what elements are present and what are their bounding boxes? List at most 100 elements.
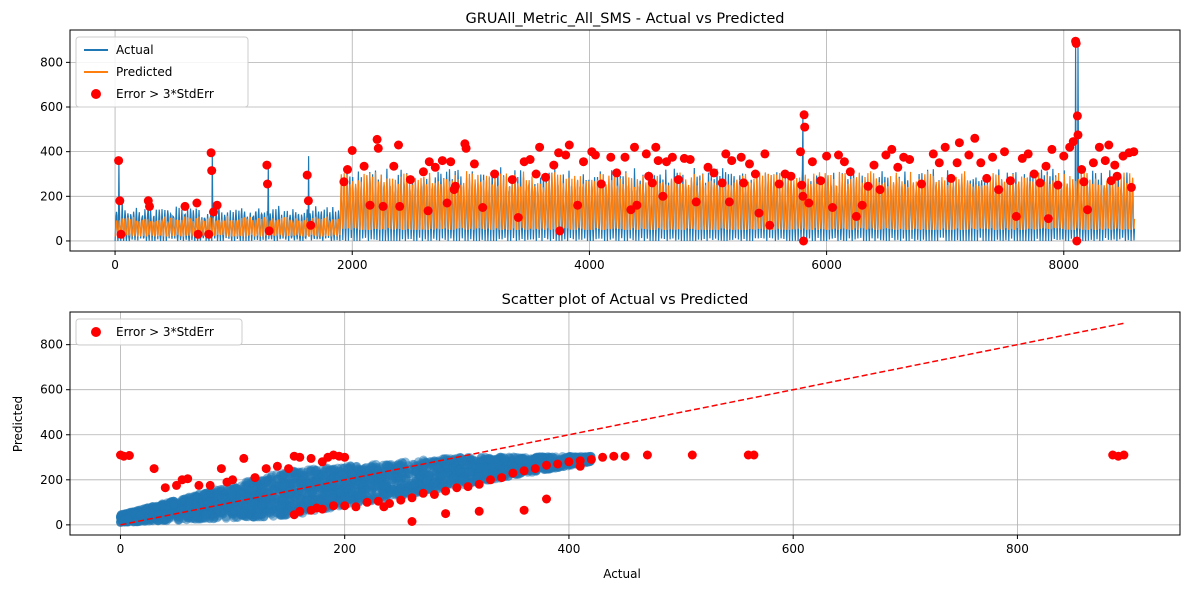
actual-predicted-point: [531, 454, 541, 463]
error-point: [994, 185, 1004, 195]
error-point: [525, 155, 535, 164]
actual-predicted-point: [190, 491, 200, 501]
error-point: [1041, 161, 1051, 171]
actual-predicted-point: [233, 501, 242, 511]
actual-predicted-point: [267, 499, 277, 509]
error-point: [724, 197, 734, 207]
error-point: [1110, 160, 1120, 170]
error-point: [1129, 147, 1139, 157]
error-point: [306, 453, 316, 463]
error-point: [343, 165, 352, 174]
error-point: [797, 180, 807, 190]
error-point: [869, 160, 879, 170]
actual-predicted-point: [190, 502, 200, 512]
error-point: [940, 142, 950, 152]
legend-swatch-error: [91, 89, 101, 99]
error-point: [263, 179, 272, 189]
error-point: [359, 161, 369, 171]
series-predicted-line: [114, 171, 1136, 238]
error-point: [905, 155, 915, 164]
actual-predicted-point: [520, 455, 530, 465]
error-point: [379, 502, 389, 512]
error-point: [180, 201, 190, 211]
error-point: [250, 473, 260, 483]
y-tick-label: 400: [40, 145, 63, 159]
actual-predicted-point: [201, 510, 211, 519]
error-point: [887, 144, 897, 154]
error-point: [687, 450, 697, 460]
error-point: [1029, 169, 1039, 179]
actual-predicted-point: [286, 501, 296, 511]
error-point: [542, 460, 551, 470]
series-area: [114, 36, 1139, 246]
actual-predicted-point: [279, 488, 289, 498]
actual-predicted-point: [238, 508, 248, 518]
error-point: [857, 200, 867, 210]
error-point: [530, 464, 540, 474]
actual-predicted-point: [169, 499, 178, 509]
error-point: [490, 169, 500, 179]
error-point: [216, 464, 226, 474]
error-point: [452, 483, 462, 493]
actual-predicted-point: [135, 510, 145, 520]
actual-predicted-point: [310, 487, 320, 497]
error-point: [946, 173, 956, 183]
x-tick-label: 4000: [574, 258, 605, 272]
error-point: [469, 159, 479, 169]
x-tick-label: 6000: [811, 258, 842, 272]
legend-box: [75, 36, 249, 108]
error-point: [239, 453, 249, 463]
error-point: [207, 166, 217, 176]
y-axis-label: Predicted: [11, 396, 25, 452]
error-point: [124, 451, 134, 460]
actual-predicted-point: [500, 454, 510, 463]
tick-labels: 0 2000 4000 6000 8000 0 200 400 600 800: [40, 55, 1079, 272]
error-point: [365, 200, 375, 210]
error-point: [800, 122, 810, 132]
error-point: [1023, 149, 1033, 159]
error-point: [573, 200, 583, 210]
error-point: [1053, 180, 1063, 190]
error-point: [1047, 144, 1057, 154]
error-point: [1035, 178, 1045, 188]
error-point: [988, 152, 998, 162]
error-point: [928, 149, 938, 159]
error-point: [774, 179, 784, 189]
error-point: [1072, 111, 1082, 121]
error-point: [703, 162, 713, 172]
error-point: [612, 168, 622, 178]
error-point: [340, 452, 350, 462]
actual-predicted-point: [204, 491, 214, 501]
error-point: [519, 505, 529, 515]
error-point: [437, 156, 447, 166]
error-point: [1059, 151, 1069, 161]
error-point: [590, 150, 600, 160]
actual-predicted-point: [152, 501, 162, 511]
error-point: [212, 200, 222, 210]
error-point: [442, 198, 452, 208]
error-point: [553, 459, 563, 469]
actual-predicted-point: [395, 484, 405, 493]
error-point: [474, 506, 484, 516]
error-point: [262, 160, 272, 170]
error-point: [549, 160, 559, 170]
error-point: [351, 502, 361, 512]
error-point: [786, 171, 796, 181]
error-point: [115, 196, 125, 206]
error-point: [209, 207, 218, 217]
error-point: [407, 517, 417, 526]
error-point: [317, 504, 327, 514]
error-point: [822, 151, 832, 161]
error-point: [745, 159, 754, 169]
error-point: [727, 156, 737, 166]
error-point: [284, 464, 294, 474]
error-point: [373, 496, 383, 506]
actual-predicted-point: [432, 463, 442, 473]
chart-title: Scatter plot of Actual vs Predicted: [502, 292, 749, 308]
error-point: [651, 142, 661, 152]
error-point: [673, 175, 683, 185]
actual-predicted-point: [338, 470, 348, 479]
error-point: [205, 480, 215, 490]
actual-predicted-point: [276, 504, 286, 514]
actual-predicted-point: [456, 474, 466, 484]
